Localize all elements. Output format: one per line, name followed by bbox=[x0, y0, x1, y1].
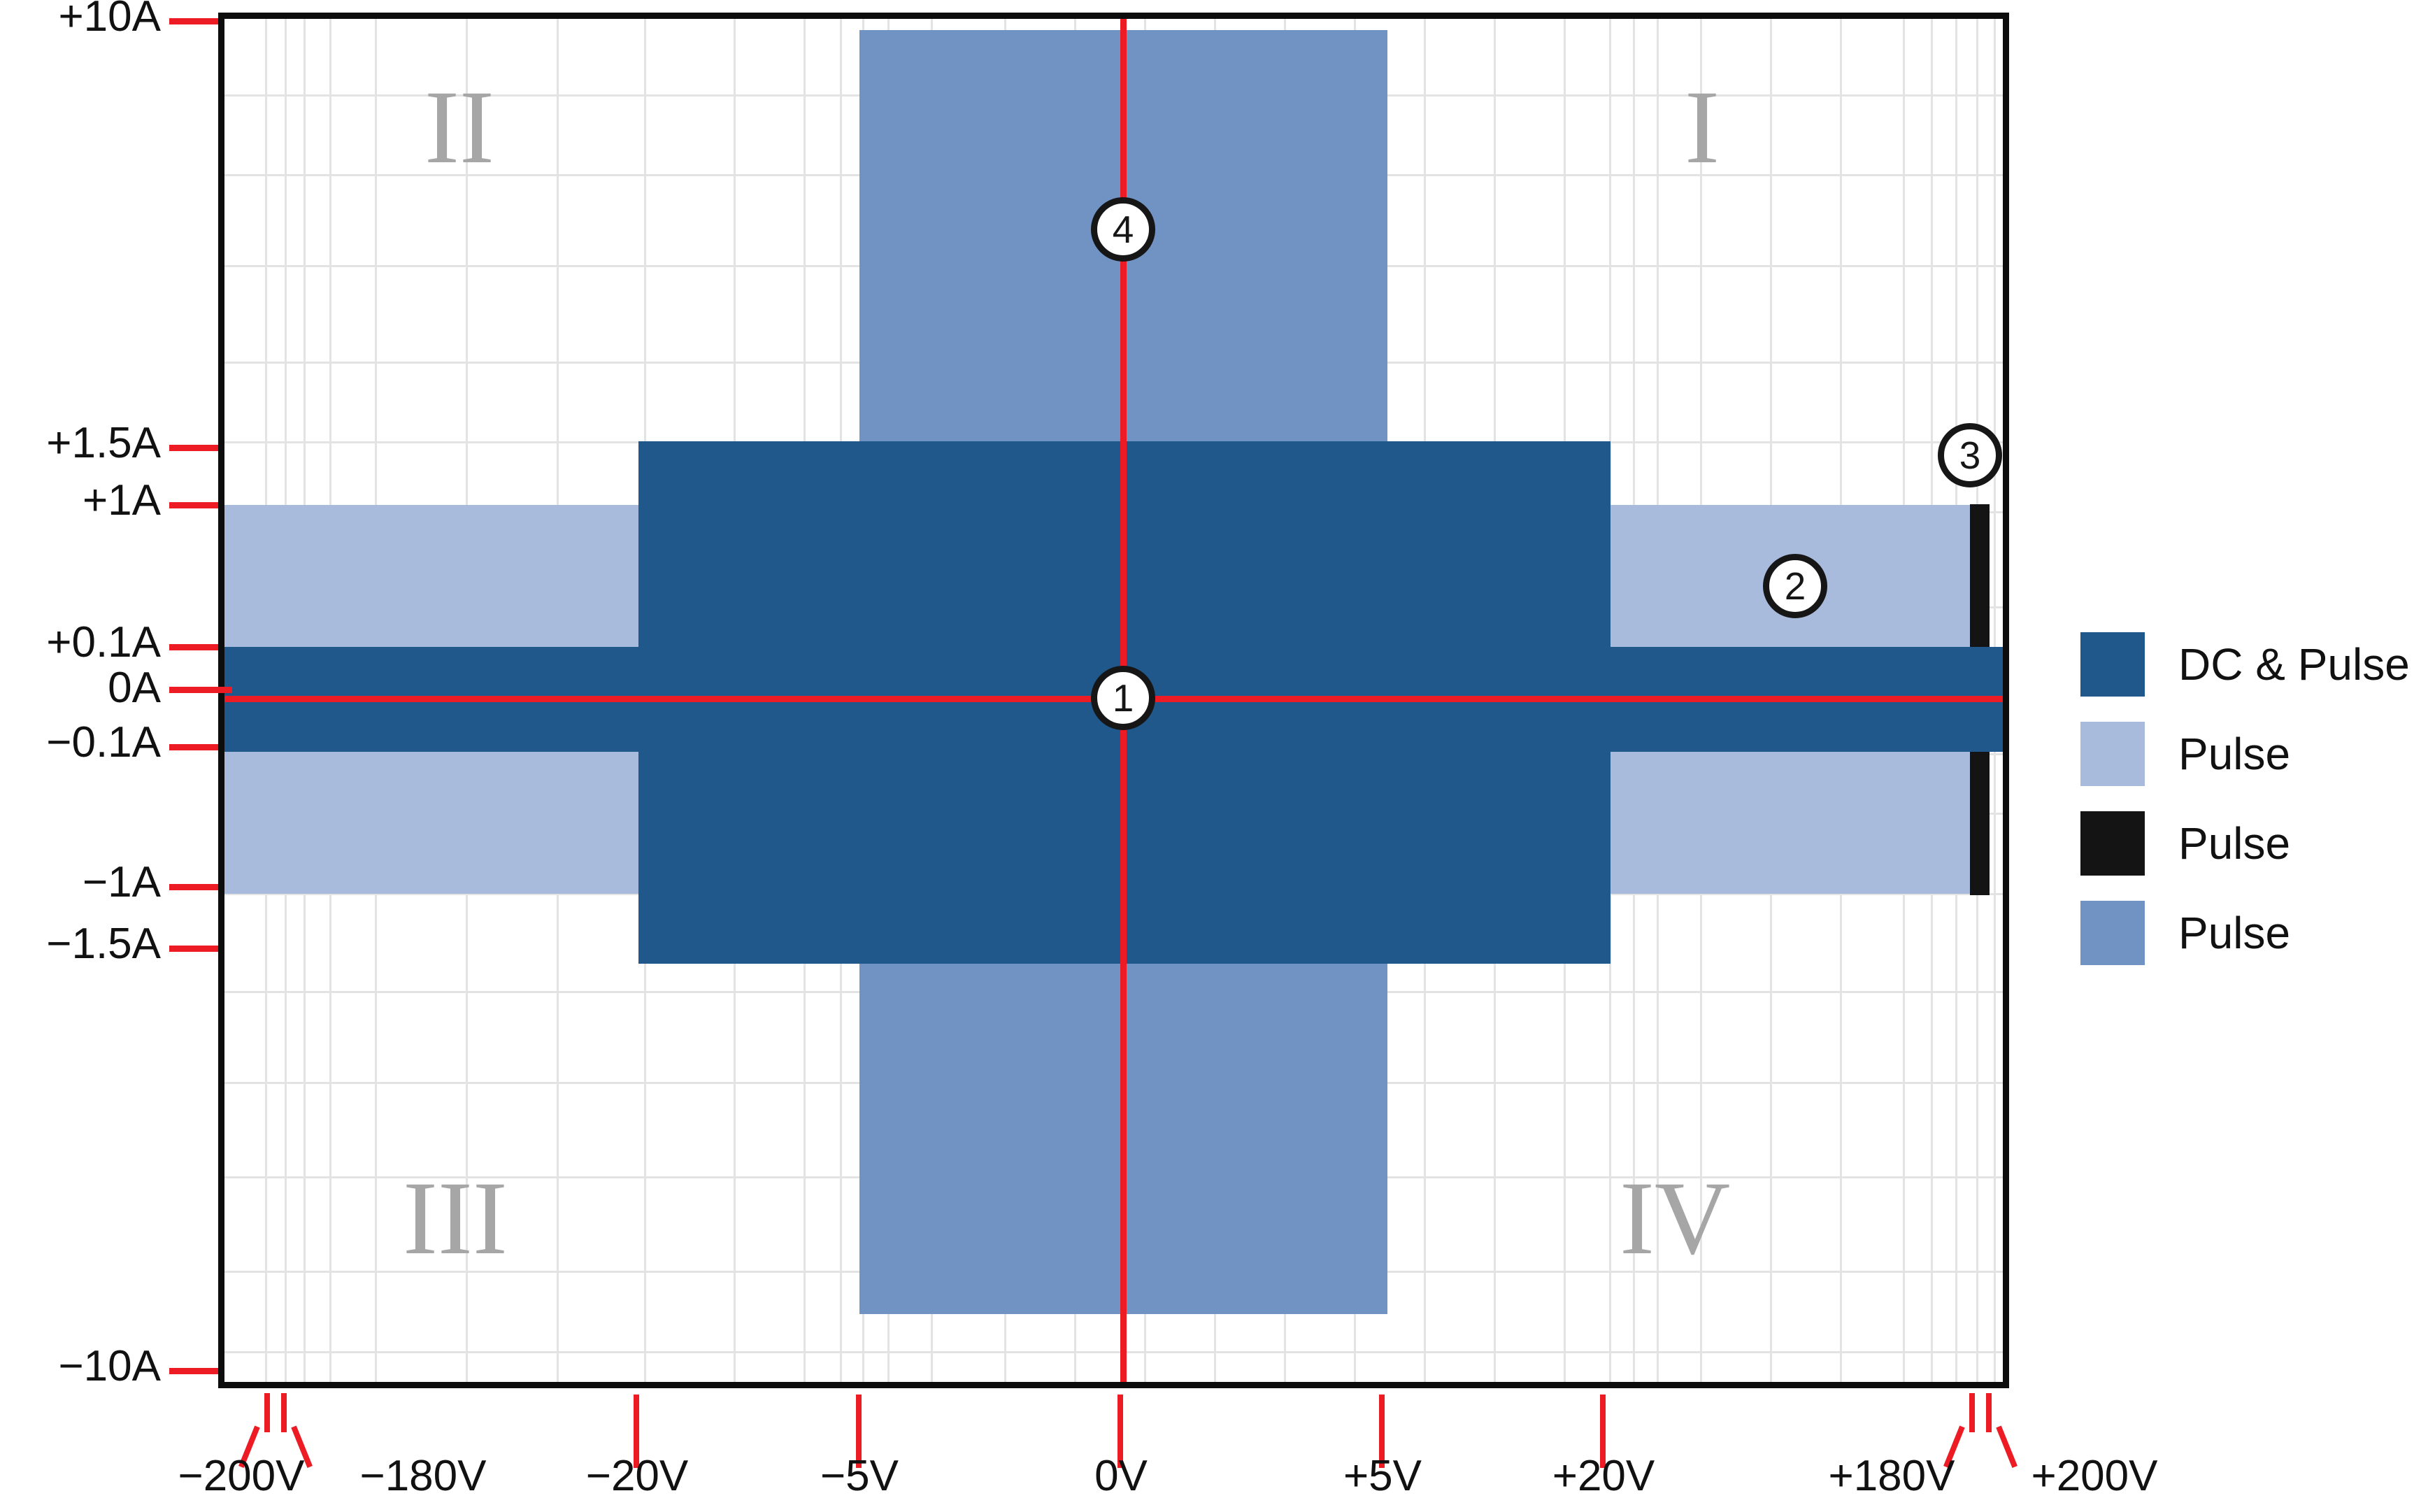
x-tick-label: +200V bbox=[2031, 1452, 2158, 1500]
y-tick-mark bbox=[169, 1368, 218, 1374]
x-tick-label: −5V bbox=[820, 1452, 899, 1500]
region-pulse-black-right-lower bbox=[1970, 748, 1990, 895]
plot-inner: II I III IV 1 2 3 4 bbox=[224, 19, 2003, 1382]
y-tick-label: +10A bbox=[58, 0, 161, 41]
y-tick-label: −10A bbox=[58, 1342, 161, 1390]
quadrant-label-III: III bbox=[403, 1160, 508, 1276]
x-tick-fork-right bbox=[1943, 1393, 2035, 1470]
y-tick-label: −0.1A bbox=[46, 718, 161, 766]
x-tick-mark bbox=[1117, 1395, 1123, 1468]
x-tick-label: −180V bbox=[359, 1452, 487, 1500]
y-tick-label: +1.5A bbox=[46, 419, 161, 467]
y-tick-mark bbox=[169, 687, 232, 693]
x-tick-label: −200V bbox=[178, 1452, 305, 1500]
legend-item[interactable]: Pulse bbox=[2080, 799, 2409, 888]
callout-badge-1[interactable]: 1 bbox=[1091, 666, 1155, 730]
x-tick-label: +180V bbox=[1828, 1452, 1955, 1500]
legend-swatch-dc-pulse bbox=[2080, 632, 2145, 697]
x-tick-mark bbox=[856, 1395, 862, 1468]
x-tick-label: +5V bbox=[1343, 1452, 1422, 1500]
y-tick-label: +0.1A bbox=[46, 618, 161, 666]
legend-item[interactable]: DC & Pulse bbox=[2080, 620, 2410, 709]
region-pulse-black-right-upper bbox=[1970, 504, 1990, 650]
legend-label: DC & Pulse bbox=[2178, 639, 2410, 690]
chart-plot-area: II I III IV 1 2 3 4 bbox=[218, 13, 2009, 1388]
legend-label: Pulse bbox=[2178, 818, 2291, 869]
y-tick-mark bbox=[169, 445, 218, 451]
x-tick-label: +20V bbox=[1552, 1452, 1655, 1500]
quadrant-label-II: II bbox=[424, 69, 494, 185]
legend-swatch-pulse-mid bbox=[2080, 901, 2145, 965]
legend-swatch-pulse-black bbox=[2080, 811, 2145, 876]
x-tick-mark bbox=[634, 1395, 639, 1468]
x-tick-fork-left bbox=[238, 1393, 330, 1470]
x-tick-mark bbox=[1379, 1395, 1385, 1468]
y-tick-label: −1.5A bbox=[46, 920, 161, 968]
gridline-horizontal bbox=[224, 1351, 2003, 1353]
x-tick-label: 0V bbox=[1094, 1452, 1148, 1500]
x-tick-label: −20V bbox=[585, 1452, 689, 1500]
y-tick-label: −1A bbox=[82, 858, 161, 906]
legend-label: Pulse bbox=[2178, 908, 2291, 958]
callout-badge-2[interactable]: 2 bbox=[1763, 554, 1827, 618]
y-tick-mark bbox=[169, 502, 218, 508]
quadrant-label-IV: IV bbox=[1620, 1160, 1731, 1276]
legend-label: Pulse bbox=[2178, 729, 2291, 779]
y-tick-mark bbox=[169, 644, 218, 650]
x-tick-mark bbox=[1600, 1395, 1606, 1468]
y-tick-mark bbox=[169, 884, 218, 890]
y-tick-mark bbox=[169, 18, 218, 24]
legend-item[interactable]: Pulse bbox=[2080, 709, 2409, 799]
legend-item[interactable]: Pulse bbox=[2080, 888, 2409, 978]
legend-swatch-pulse-light bbox=[2080, 722, 2145, 786]
y-tick-mark bbox=[169, 744, 218, 750]
callout-badge-3[interactable]: 3 bbox=[1938, 423, 2002, 487]
y-tick-label: +1A bbox=[82, 476, 161, 525]
chart-legend: DC & Pulse Pulse Pulse Pulse bbox=[2080, 620, 2410, 978]
y-tick-label: 0A bbox=[108, 664, 161, 712]
quadrant-label-I: I bbox=[1685, 69, 1720, 185]
callout-badge-4[interactable]: 4 bbox=[1091, 197, 1155, 262]
y-tick-mark bbox=[169, 946, 218, 952]
